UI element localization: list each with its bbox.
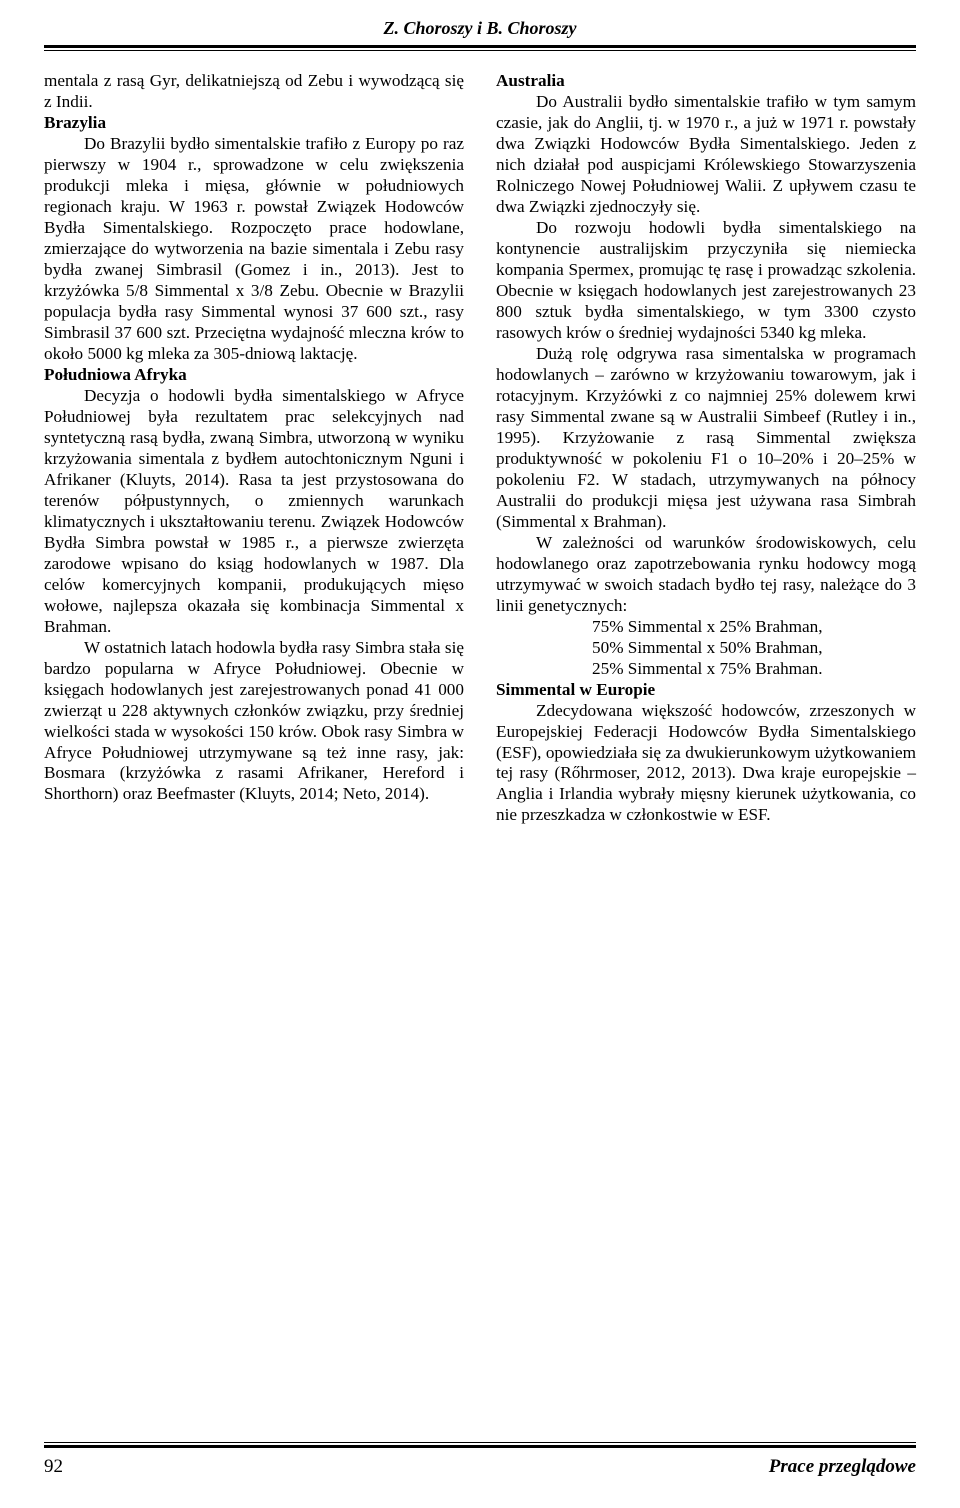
left-column: mentala z rasą Gyr, delikatniejszą od Ze… [44,71,464,826]
body-text: Do Brazylii bydło simentalskie trafiło z… [44,134,464,365]
list-item: 75% Simmental x 25% Brahman, [496,617,916,638]
right-column: Australia Do Australii bydło simentalski… [496,71,916,826]
section-heading-south-africa: Południowa Afryka [44,365,464,386]
body-text: Do Australii bydło simentalskie trafiło … [496,92,916,218]
body-text: Zdecydowana większość hodowców, zrzeszon… [496,701,916,827]
body-text: mentala z rasą Gyr, delikatniejszą od Ze… [44,71,464,113]
section-heading-australia: Australia [496,71,916,92]
section-heading-brazylia: Brazylia [44,113,464,134]
page-footer: 92 Prace przeglądowe [44,1442,916,1478]
footer-label: Prace przeglądowe [769,1456,916,1478]
page-header: Z. Choroszy i B. Choroszy [0,0,960,45]
main-content: mentala z rasą Gyr, delikatniejszą od Ze… [0,51,960,826]
list-item: 50% Simmental x 50% Brahman, [496,638,916,659]
body-text: W ostatnich latach hodowla bydła rasy Si… [44,638,464,806]
author-line: Z. Choroszy i B. Choroszy [383,18,576,38]
page-number: 92 [44,1456,63,1478]
body-text: W zależności od warunków środowiskowych,… [496,533,916,617]
genetic-lines-list: 75% Simmental x 25% Brahman, 50% Simment… [496,617,916,680]
section-heading-europe: Simmental w Europie [496,680,916,701]
list-item: 25% Simmental x 75% Brahman. [496,659,916,680]
body-text: Do rozwoju hodowli bydła simentalskiego … [496,218,916,344]
body-text: Decyzja o hodowli bydła simentalskiego w… [44,386,464,638]
body-text: Dużą rolę odgrywa rasa simentalska w pro… [496,344,916,533]
